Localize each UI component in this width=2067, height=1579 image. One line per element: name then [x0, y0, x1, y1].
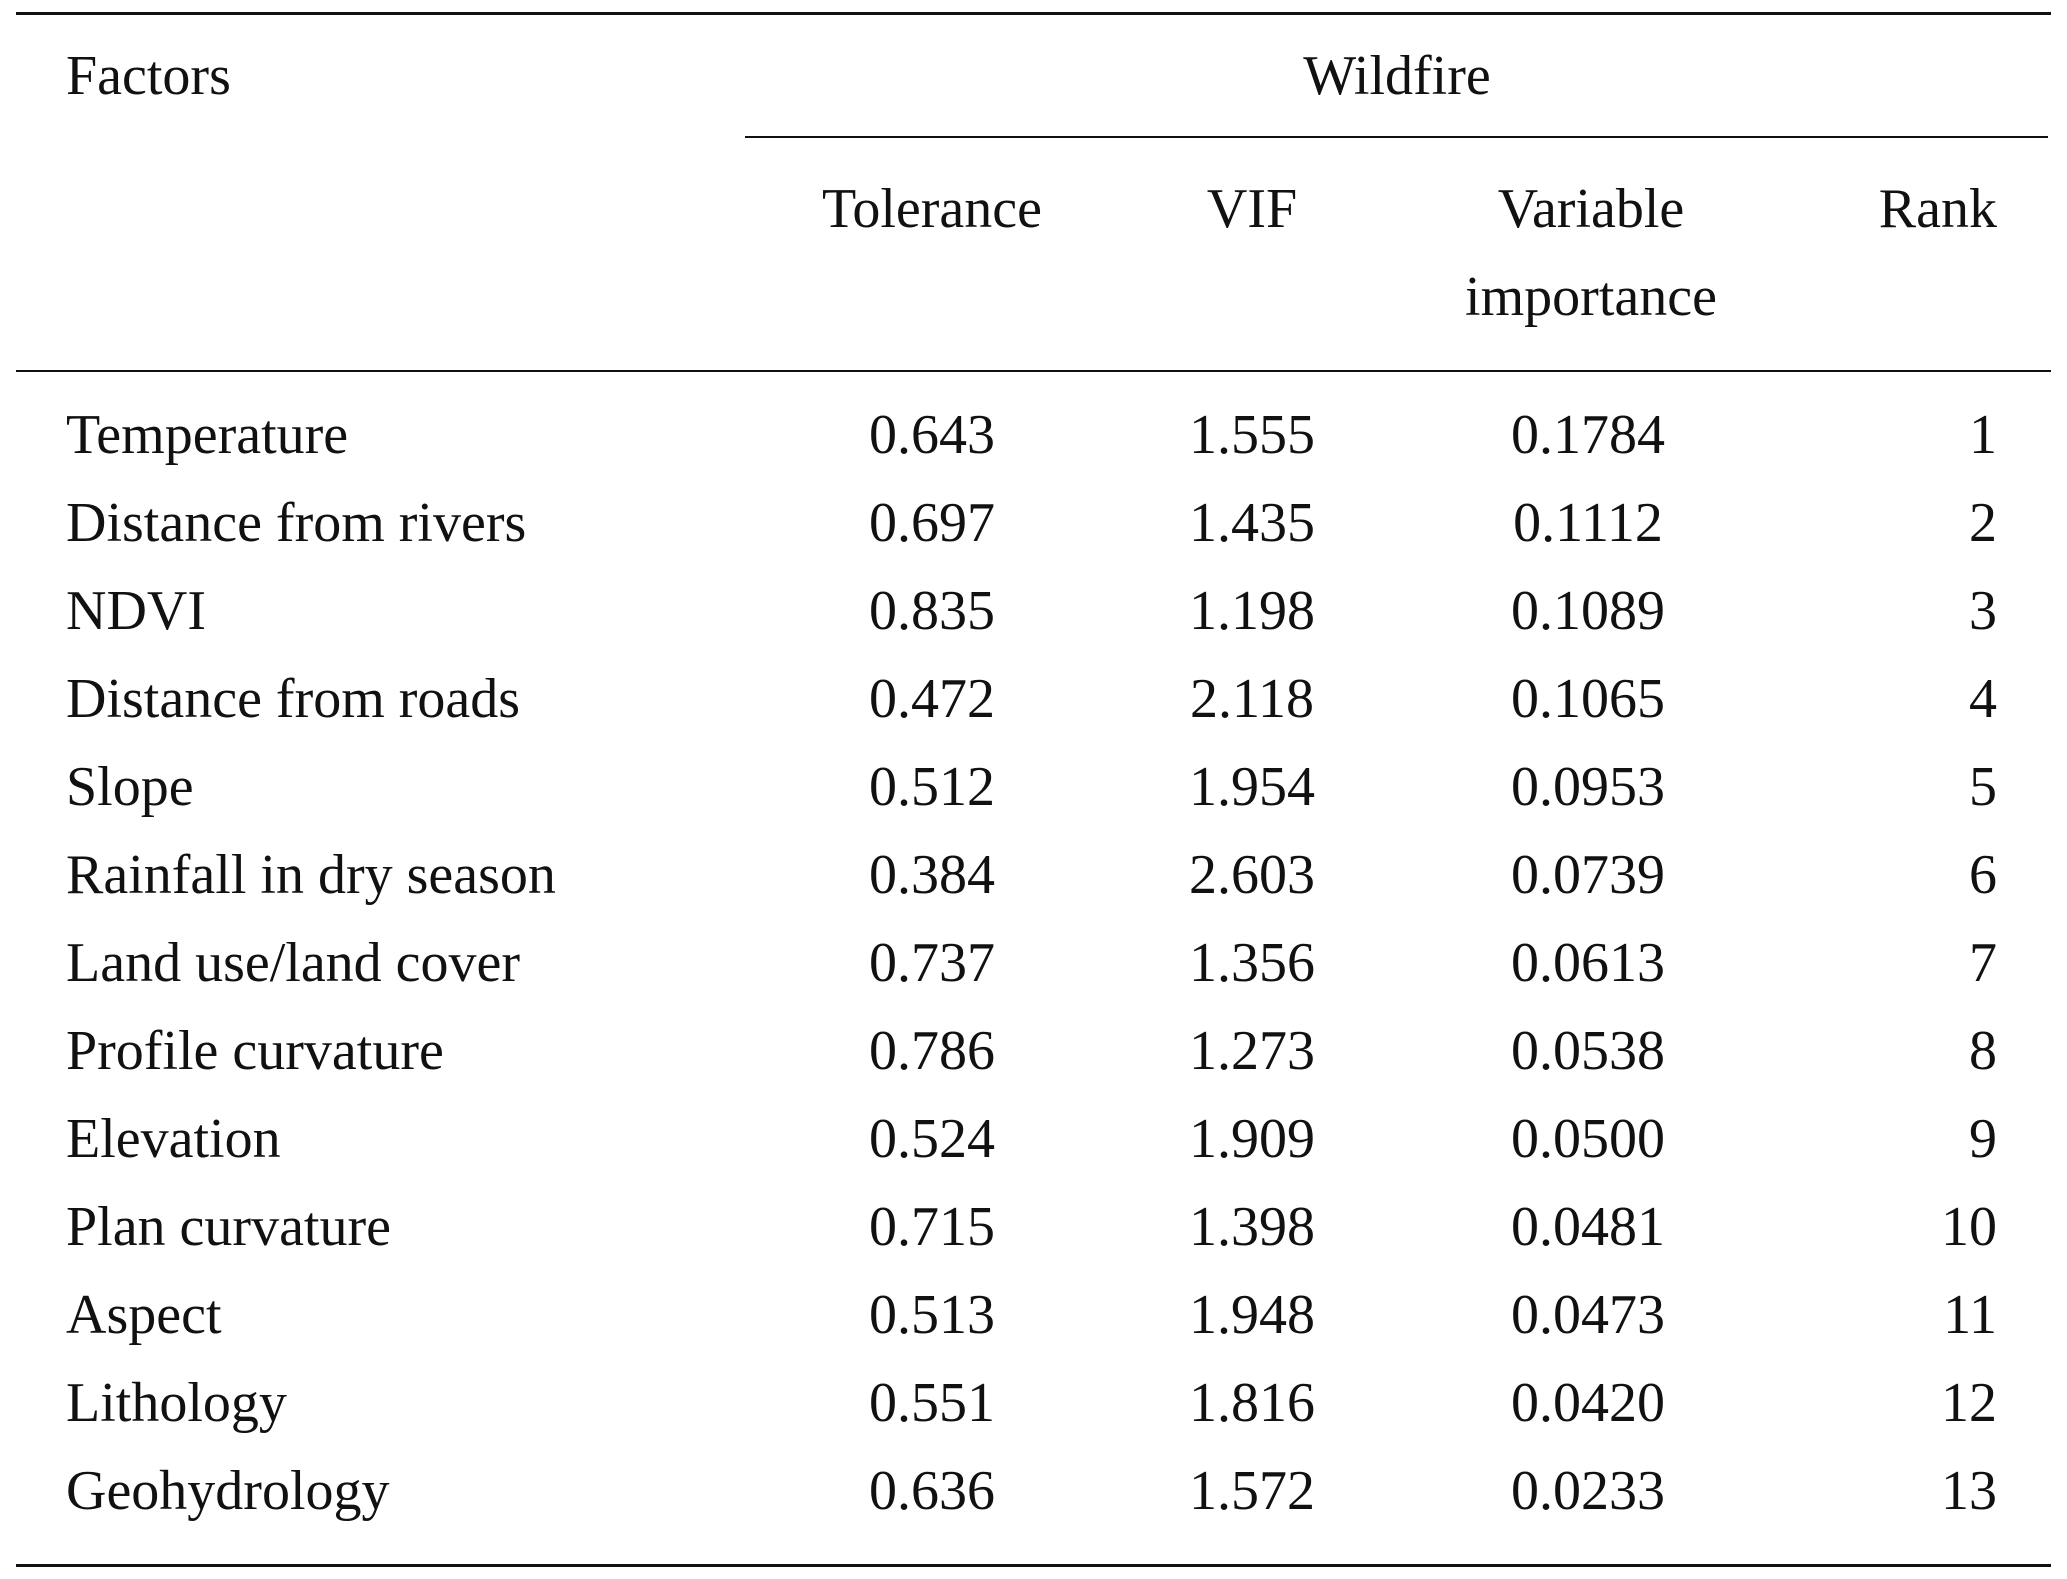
cell: 0.737 — [869, 932, 995, 994]
cell: 8 — [1969, 1020, 1997, 1082]
cell: 0.643 — [869, 404, 995, 466]
cell: 12 — [1941, 1372, 1997, 1434]
cell: 10 — [1941, 1196, 1997, 1258]
row-label: Distance from rivers — [66, 492, 527, 554]
cell: 1.555 — [1189, 404, 1315, 466]
cell: 4 — [1969, 668, 1997, 730]
cell: 1 — [1969, 404, 1997, 466]
cell: 0.0233 — [1511, 1460, 1665, 1522]
cell: 0.0420 — [1511, 1372, 1665, 1434]
cell: 0.786 — [869, 1020, 995, 1082]
cell: 0.0739 — [1511, 844, 1665, 906]
cell: 1.435 — [1189, 492, 1315, 554]
row-label: Slope — [66, 756, 194, 818]
column-header: Variable importance — [1465, 178, 1717, 328]
column-header: Tolerance — [822, 178, 1042, 240]
group-header: Wildfire — [1303, 45, 1491, 107]
cell: 1.356 — [1189, 932, 1315, 994]
cell: 0.697 — [869, 492, 995, 554]
cell: 0.636 — [869, 1460, 995, 1522]
cell: 3 — [1969, 580, 1997, 642]
cell: 13 — [1941, 1460, 1997, 1522]
cell: 2 — [1969, 492, 1997, 554]
cell: 0.551 — [869, 1372, 995, 1434]
cell: 0.0613 — [1511, 932, 1665, 994]
column-header: Rank — [1878, 178, 1997, 240]
row-label: Distance from roads — [66, 668, 521, 730]
row-label: NDVI — [66, 580, 206, 642]
column-header: VIF — [1206, 178, 1298, 240]
row-label: Elevation — [66, 1108, 281, 1170]
row-label: Temperature — [66, 404, 349, 466]
cell: 0.0538 — [1511, 1020, 1665, 1082]
cell: 1.954 — [1189, 756, 1315, 818]
cell: 0.1089 — [1511, 580, 1665, 642]
cell: 1.816 — [1189, 1372, 1315, 1434]
cell: 1.909 — [1189, 1108, 1315, 1170]
cell: 0.0473 — [1511, 1284, 1665, 1346]
header-rule — [16, 370, 2051, 372]
cell: 1.198 — [1189, 580, 1315, 642]
cell: 0.384 — [869, 844, 995, 906]
cell: 0.0481 — [1511, 1196, 1665, 1258]
cell: 0.0500 — [1511, 1108, 1665, 1170]
bottom-rule — [16, 1564, 2051, 1567]
top-rule — [16, 12, 2051, 15]
cell: 0.1065 — [1511, 668, 1665, 730]
row-label: Rainfall in dry season — [66, 844, 556, 906]
cell: 1.398 — [1189, 1196, 1315, 1258]
cell: 0.512 — [869, 756, 995, 818]
row-label: Land use/land cover — [66, 932, 521, 994]
cell: 2.603 — [1189, 844, 1315, 906]
cell: 0.513 — [869, 1284, 995, 1346]
cell: 7 — [1969, 932, 1997, 994]
factors-header: Factors — [66, 45, 231, 107]
row-label: Aspect — [66, 1284, 222, 1346]
row-label: Geohydrology — [66, 1460, 390, 1522]
cell: 5 — [1969, 756, 1997, 818]
row-label: Lithology — [66, 1372, 287, 1434]
cell: 0.715 — [869, 1196, 995, 1258]
cell: 0.1784 — [1511, 404, 1665, 466]
cell: 0.0953 — [1511, 756, 1665, 818]
cell: 0.472 — [869, 668, 995, 730]
cell: 1.273 — [1189, 1020, 1315, 1082]
cell: 1.572 — [1189, 1460, 1315, 1522]
row-label: Profile curvature — [66, 1020, 444, 1082]
cell: 0.524 — [869, 1108, 995, 1170]
cell: 2.118 — [1190, 668, 1314, 730]
cell: 9 — [1969, 1108, 1997, 1170]
cell: 0.1112 — [1513, 492, 1663, 554]
group-rule — [745, 136, 2048, 138]
cell: 0.835 — [869, 580, 995, 642]
cell: 11 — [1943, 1284, 1997, 1346]
cell: 1.948 — [1189, 1284, 1315, 1346]
cell: 6 — [1969, 844, 1997, 906]
row-label: Plan curvature — [66, 1196, 391, 1258]
